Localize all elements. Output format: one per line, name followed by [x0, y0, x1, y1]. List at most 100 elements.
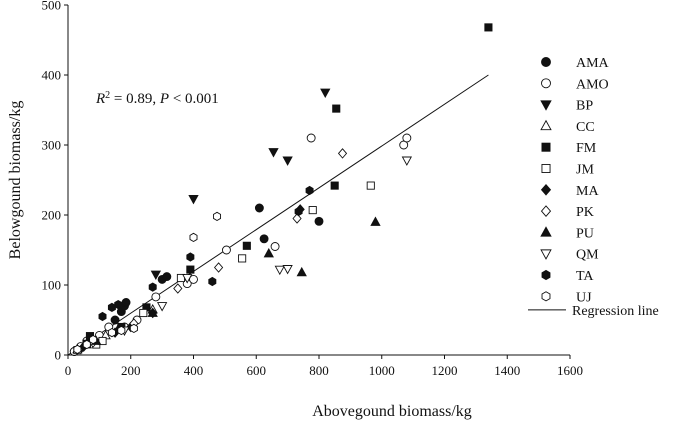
data-point: [186, 265, 195, 274]
x-axis-ticks: 0 200 400 600 800 1000 1200 1400 1600: [65, 355, 583, 378]
x-tick-label: 0: [65, 363, 72, 378]
data-point: [208, 276, 217, 287]
legend-marker-qm: [540, 249, 552, 260]
legend-label-bp: BP: [576, 99, 593, 114]
legend-label-pu: PU: [576, 226, 594, 241]
y-tick-label: 300: [42, 138, 62, 153]
data-point: [148, 282, 157, 292]
legend-marker-bp: [540, 100, 552, 111]
data-point: [320, 88, 331, 99]
data-point: [306, 133, 316, 143]
legend-marker-uj: [541, 291, 551, 302]
y-tick-label: 0: [55, 348, 62, 363]
data-point: [162, 272, 172, 282]
data-point: [270, 242, 280, 251]
legend-marker-ta: [541, 269, 551, 281]
data-point: [89, 335, 98, 345]
legend-marker-pu: [540, 226, 552, 237]
y-tick-label: 200: [42, 208, 62, 223]
legend-label-qm: QM: [576, 248, 599, 263]
x-tick-label: 200: [121, 363, 141, 378]
data-point: [98, 311, 107, 322]
y-tick-label: 500: [42, 0, 62, 13]
data-point: [150, 270, 162, 281]
legend-marker-pk: [540, 205, 552, 217]
legend-marker-fm: [541, 142, 551, 152]
data-point: [263, 247, 274, 258]
legend-marker-ama: [541, 57, 551, 67]
data-point: [147, 307, 158, 317]
axes: [67, 5, 570, 356]
data-point: [189, 274, 198, 284]
data-point: [110, 315, 120, 325]
data-point: [484, 23, 493, 32]
data-point: [151, 292, 161, 302]
data-point: [308, 206, 317, 215]
data-point: [221, 245, 231, 255]
x-axis-title: Abovegound biomass/kg: [312, 403, 472, 420]
data-point: [186, 252, 195, 262]
legend-label-uj: UJ: [576, 290, 592, 305]
data-point: [73, 344, 82, 354]
x-tick-label: 1600: [557, 363, 583, 378]
y-axis-title: Belowgound biomass/kg: [7, 101, 24, 260]
legend-label-ma: MA: [576, 184, 599, 199]
data-point: [274, 265, 285, 276]
legend-label-jm: JM: [576, 163, 594, 178]
data-point: [114, 300, 123, 310]
data-point: [337, 148, 348, 159]
legend-marker-cc: [540, 119, 552, 131]
data-point: [294, 206, 303, 217]
data-point: [107, 328, 116, 338]
legend-label-amo: AMO: [576, 77, 609, 92]
legend-label-regression-line: Regression line: [572, 304, 659, 319]
legend-label-ama: AMA: [576, 56, 610, 71]
data-point: [173, 283, 183, 294]
regression-line: [67, 74, 489, 356]
data-point: [296, 266, 307, 277]
data-point: [332, 104, 341, 113]
x-tick-label: 400: [184, 363, 204, 378]
x-tick-label: 1400: [494, 363, 520, 378]
legend-label-ta: TA: [576, 269, 594, 284]
data-point: [268, 148, 279, 158]
legend-marker-amo: [541, 78, 551, 89]
x-tick-label: 1200: [432, 363, 458, 378]
data-point: [156, 302, 168, 312]
legend-label-fm: FM: [576, 141, 597, 156]
y-tick-label: 400: [42, 68, 62, 83]
data-point: [292, 213, 302, 224]
x-tick-label: 1000: [369, 363, 395, 378]
r2-annotation: R2 = 0.89, P < 0.001: [95, 90, 219, 108]
data-point: [330, 181, 339, 190]
data-point: [402, 133, 412, 143]
y-tick-label: 100: [42, 278, 62, 293]
data-point: [366, 181, 375, 190]
series-bp: [150, 88, 331, 281]
series-fm: [82, 23, 493, 348]
data-point: [401, 156, 413, 166]
data-point: [121, 298, 131, 307]
series-ta: [98, 185, 314, 322]
data-point: [182, 274, 193, 284]
data-point: [139, 308, 148, 318]
data-point: [117, 325, 126, 336]
x-tick-label: 600: [247, 363, 267, 378]
data-point: [238, 254, 247, 263]
data-point: [305, 185, 314, 196]
legend-marker-ma: [540, 183, 552, 196]
data-points: [69, 23, 493, 356]
series-pk: [88, 148, 348, 348]
data-point: [129, 323, 138, 333]
data-point: [282, 156, 293, 166]
data-point: [254, 203, 264, 213]
data-point: [189, 232, 198, 242]
x-tick-label: 800: [309, 363, 329, 378]
y-axis-ticks: 0 100 200 300 400 500: [42, 0, 68, 363]
data-point: [259, 234, 269, 244]
data-point: [282, 265, 293, 275]
legend-label-pk: PK: [576, 205, 594, 220]
data-point: [214, 262, 224, 273]
